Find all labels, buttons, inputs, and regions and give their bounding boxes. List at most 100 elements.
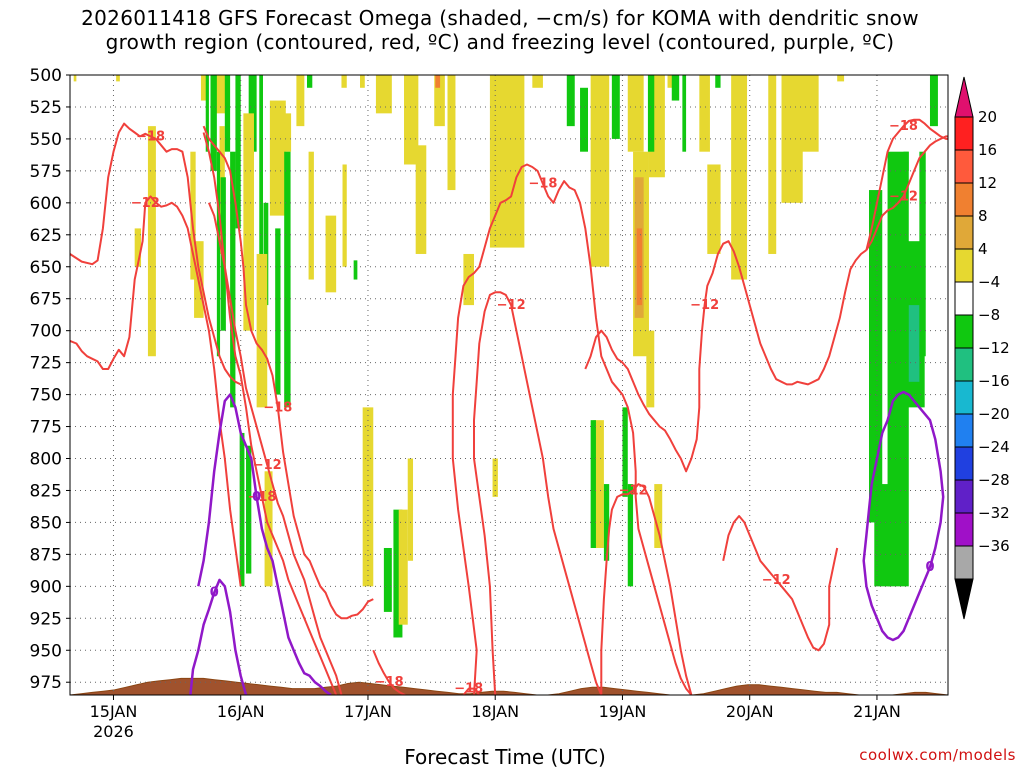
omega-patch bbox=[768, 75, 777, 254]
omega-patch bbox=[243, 113, 254, 331]
colorbar-label: −8 bbox=[978, 306, 1000, 324]
dendritic-contour-label: −18 bbox=[528, 177, 557, 192]
omega-patch bbox=[200, 75, 207, 101]
omega-patch bbox=[929, 75, 938, 127]
omega-patch bbox=[259, 75, 263, 306]
x-tick-label: 18JAN bbox=[471, 702, 519, 721]
omega-patch bbox=[216, 151, 221, 357]
omega-patch bbox=[398, 509, 408, 625]
dendritic-contour bbox=[584, 240, 867, 473]
omega-patch bbox=[375, 75, 392, 114]
colorbar-bin bbox=[954, 281, 974, 316]
dendritic-contour bbox=[462, 687, 481, 695]
y-tick-label: 825 bbox=[30, 481, 62, 501]
chart-title: 2026011418 GFS Forecast Omega (shaded, −… bbox=[0, 6, 1000, 54]
dendritic-contour-label: −12 bbox=[253, 458, 282, 473]
y-tick-label: 750 bbox=[30, 386, 62, 406]
omega-patch bbox=[781, 75, 803, 203]
colorbar-label: −36 bbox=[978, 537, 1010, 555]
colorbar-label: −16 bbox=[978, 372, 1010, 390]
omega-patch bbox=[264, 471, 273, 587]
x-axis-label: Forecast Time (UTC) bbox=[404, 745, 606, 769]
colorbar-label: −12 bbox=[978, 339, 1010, 357]
colorbar-bin bbox=[954, 512, 974, 547]
omega-patch bbox=[280, 113, 292, 152]
colorbar-bin bbox=[954, 446, 974, 481]
colorbar-bin bbox=[954, 380, 974, 415]
dendritic-contour bbox=[202, 125, 374, 620]
omega-patch bbox=[407, 458, 414, 561]
omega-patch bbox=[699, 75, 710, 152]
omega-patch bbox=[246, 445, 252, 574]
chart-title-line1: 2026011418 GFS Forecast Omega (shaded, −… bbox=[81, 6, 919, 30]
colorbar: 20 16 12 8 4 −4 −8 −12 −16 −20 −24 −28 −32 −36 bbox=[954, 76, 1010, 620]
omega-patch bbox=[869, 190, 883, 523]
dendritic-contour bbox=[473, 291, 603, 695]
omega-patch bbox=[837, 75, 845, 82]
x-tick-label: 15JAN bbox=[90, 702, 138, 721]
omega-patch bbox=[903, 151, 909, 171]
y-tick-label: 900 bbox=[30, 577, 62, 597]
y-tick-label: 925 bbox=[30, 609, 62, 629]
omega-patch bbox=[731, 75, 748, 280]
omega-patch bbox=[210, 75, 217, 171]
colorbar-bin bbox=[954, 215, 974, 250]
dendritic-contour-label: −12 bbox=[690, 298, 719, 313]
omega-patch bbox=[230, 151, 236, 408]
dendritic-contour bbox=[70, 122, 242, 386]
y-tick-label: 650 bbox=[30, 258, 62, 278]
omega-patch bbox=[190, 151, 196, 280]
colorbar-top-arrow bbox=[954, 76, 974, 118]
credit-link[interactable]: coolwx.com/models bbox=[859, 746, 1016, 764]
omega-patch bbox=[800, 75, 819, 152]
omega-patch bbox=[874, 484, 891, 587]
omega-patch bbox=[463, 253, 475, 306]
colorbar-label: −20 bbox=[978, 405, 1010, 423]
x-tick-label: 16JAN bbox=[217, 702, 265, 721]
x-tick-label: 21JAN bbox=[853, 702, 901, 721]
omega-patch bbox=[284, 151, 291, 408]
omega-patch bbox=[353, 260, 358, 280]
omega-patch bbox=[593, 420, 604, 548]
dendritic-contour-label: −18 bbox=[454, 682, 483, 697]
omega-patch bbox=[296, 75, 305, 127]
colorbar-bin bbox=[954, 545, 974, 580]
dendritic-contour bbox=[372, 649, 406, 695]
dendritic-contour-label: −18 bbox=[247, 490, 276, 505]
dendritic-contour-label: −18 bbox=[889, 119, 918, 134]
dendritic-contours-layer: −18 −18 −18 −12 −12 −18 −18 −18 −12 −12 −12 −12 −18 −… bbox=[70, 118, 948, 697]
y-tick-label: 800 bbox=[30, 450, 62, 470]
dendritic-contour-label: −18 bbox=[136, 129, 165, 144]
omega-patch bbox=[116, 75, 120, 82]
omega-patch bbox=[682, 75, 687, 152]
omega-patch bbox=[73, 75, 77, 82]
freezing-level-layer: 0 0 0 bbox=[189, 390, 945, 695]
terrain-layer bbox=[69, 677, 949, 696]
y-axis: Pressure (hPa)50052555057560062565067570… bbox=[30, 66, 70, 693]
omega-patch bbox=[224, 75, 231, 152]
colorbar-bottom-arrow bbox=[954, 578, 974, 620]
y-tick-label: 600 bbox=[30, 194, 62, 214]
chart-title-line2: growth region (contoured, red, ºC) and f… bbox=[105, 30, 895, 54]
freezing-contour-label: 0 bbox=[252, 490, 261, 505]
dendritic-contour-label: −12 bbox=[497, 298, 526, 313]
dendritic-contour bbox=[600, 483, 693, 695]
colorbar-label: 8 bbox=[978, 207, 988, 225]
omega-patch bbox=[383, 547, 392, 612]
terrain-surface bbox=[69, 677, 949, 696]
omega-patch bbox=[360, 75, 365, 88]
freezing-contour bbox=[197, 393, 332, 695]
omega-patch bbox=[715, 75, 721, 88]
gridlines-layer bbox=[70, 74, 948, 695]
dendritic-contour bbox=[70, 195, 242, 587]
x-tick-sublabel: 2026 bbox=[93, 722, 134, 741]
omega-patch bbox=[404, 75, 419, 165]
omega-patch bbox=[134, 228, 142, 267]
x-tick-label: 19JAN bbox=[599, 702, 647, 721]
omega-patch bbox=[275, 228, 281, 395]
x-tick-label: 20JAN bbox=[726, 702, 774, 721]
dendritic-contour-label: −18 bbox=[263, 400, 292, 415]
dendritic-contour-label: −12 bbox=[131, 196, 160, 211]
